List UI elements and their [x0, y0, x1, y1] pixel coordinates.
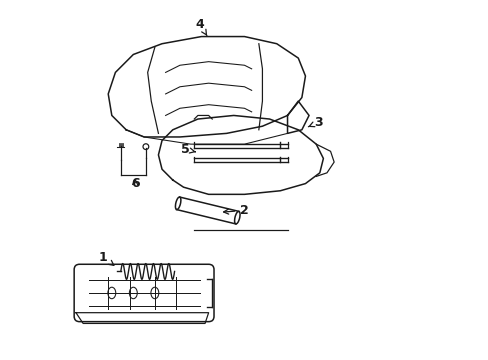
Text: 4: 4	[195, 18, 206, 36]
Text: 3: 3	[308, 116, 322, 129]
Polygon shape	[76, 313, 208, 323]
Text: 6: 6	[131, 177, 139, 190]
Text: 5: 5	[181, 143, 195, 156]
Ellipse shape	[175, 197, 181, 210]
Text: 1: 1	[98, 251, 114, 265]
FancyBboxPatch shape	[74, 264, 214, 321]
Text: 2: 2	[223, 204, 248, 217]
